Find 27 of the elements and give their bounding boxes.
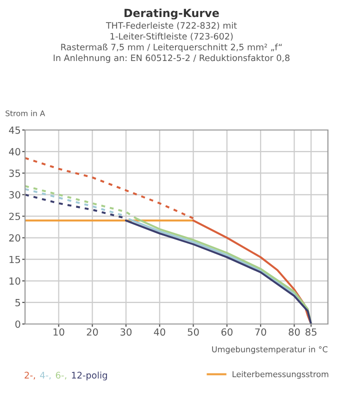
y-tick-label: 20 — [9, 234, 20, 242]
x-tick-label: 60 — [221, 328, 232, 336]
y-tick-label: 30 — [9, 191, 20, 198]
chart-title: Derating-Kurve — [124, 8, 219, 20]
y-tick-label: 0 — [15, 320, 20, 328]
x-tick-label: 85 — [306, 328, 316, 336]
text: 2-, — [24, 372, 35, 380]
text: 6-, — [56, 372, 66, 380]
y-tick-label: 35 — [9, 170, 20, 177]
y-tick-label: 45 — [8, 126, 20, 134]
x-tick-label: 70 — [255, 328, 266, 336]
x-tick-label: 50 — [188, 328, 199, 336]
y-tick-label: 25 — [9, 212, 20, 220]
x-tick-label: 30 — [120, 328, 132, 336]
text: 12-polig — [72, 372, 107, 380]
chart-subtitle: THT-Federleiste (722-832) mit 1-Leiter-Stiftleiste (723-602) Rastermaß 7,5 mm / Leiterquerschnitt 2,5 mm² „f“ In Anlehnung an: EN 60512-5-2 / Reduktionsfaktor 0,8 — [54, 22, 290, 63]
x-tick-label: 40 — [154, 328, 166, 336]
y-tick-label: 10 — [10, 277, 20, 285]
x-tick-label: 80 — [288, 328, 300, 336]
x-axis-title: Umgebungstemperatur in °C — [212, 346, 328, 354]
y-tick-label: 5 — [15, 299, 20, 306]
y-tick-label: 40 — [8, 148, 20, 156]
x-tick-label: 10 — [54, 328, 64, 336]
y-tick-label: 15 — [10, 256, 20, 264]
legend-label: Leiterbemessungsstrom — [232, 370, 328, 379]
text: 4-, — [40, 372, 51, 380]
x-tick-label: 20 — [86, 328, 98, 336]
